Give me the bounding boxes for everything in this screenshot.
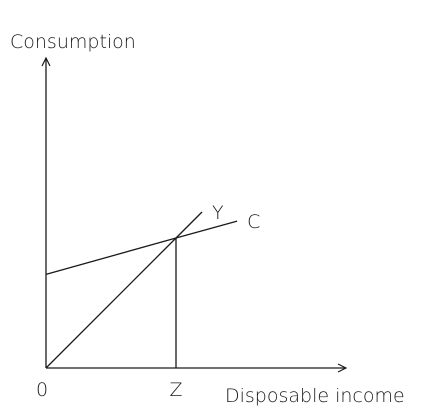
series-line-y [45, 211, 203, 369]
series-label-y: Y [212, 202, 224, 224]
series-label-c: C [247, 211, 260, 233]
x-axis-title: Disposable income [225, 385, 405, 407]
origin-label: 0 [36, 379, 48, 401]
y-axis-title: Consumption [10, 31, 136, 53]
series-layer: Y C Z [45, 202, 260, 401]
series-line-c [45, 220, 238, 276]
x-tick-label-z: Z [169, 379, 182, 401]
